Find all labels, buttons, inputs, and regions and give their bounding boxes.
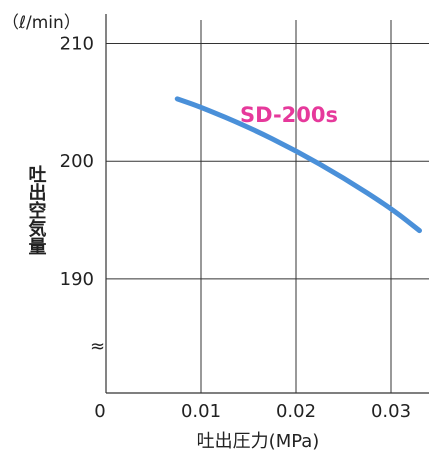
x-axis-title: 吐出圧力(MPa): [197, 431, 320, 452]
tick-labels: 210 200 190 0 0.01 0.02 0.03: [60, 34, 411, 422]
axis-break-icon: ≈: [90, 336, 105, 357]
series-label-sd-200s: SD-200s: [240, 103, 338, 127]
y-tick-label-0: 210: [60, 34, 94, 55]
series-line-0: [174, 96, 422, 234]
x-tick-label-0: 0: [94, 401, 105, 422]
y-unit-label: （ℓ/min）: [2, 13, 81, 33]
y-tick-label-1: 200: [60, 151, 94, 172]
x-tick-label-1: 0.01: [181, 401, 221, 422]
grid: [106, 20, 429, 393]
x-tick-label-3: 0.03: [371, 401, 411, 422]
x-tick-label-2: 0.02: [276, 401, 316, 422]
axes: [105, 14, 429, 394]
y-axis-title: 吐出空気量: [26, 165, 47, 255]
y-tick-label-2: 190: [60, 269, 94, 290]
series-layer: [174, 96, 422, 234]
